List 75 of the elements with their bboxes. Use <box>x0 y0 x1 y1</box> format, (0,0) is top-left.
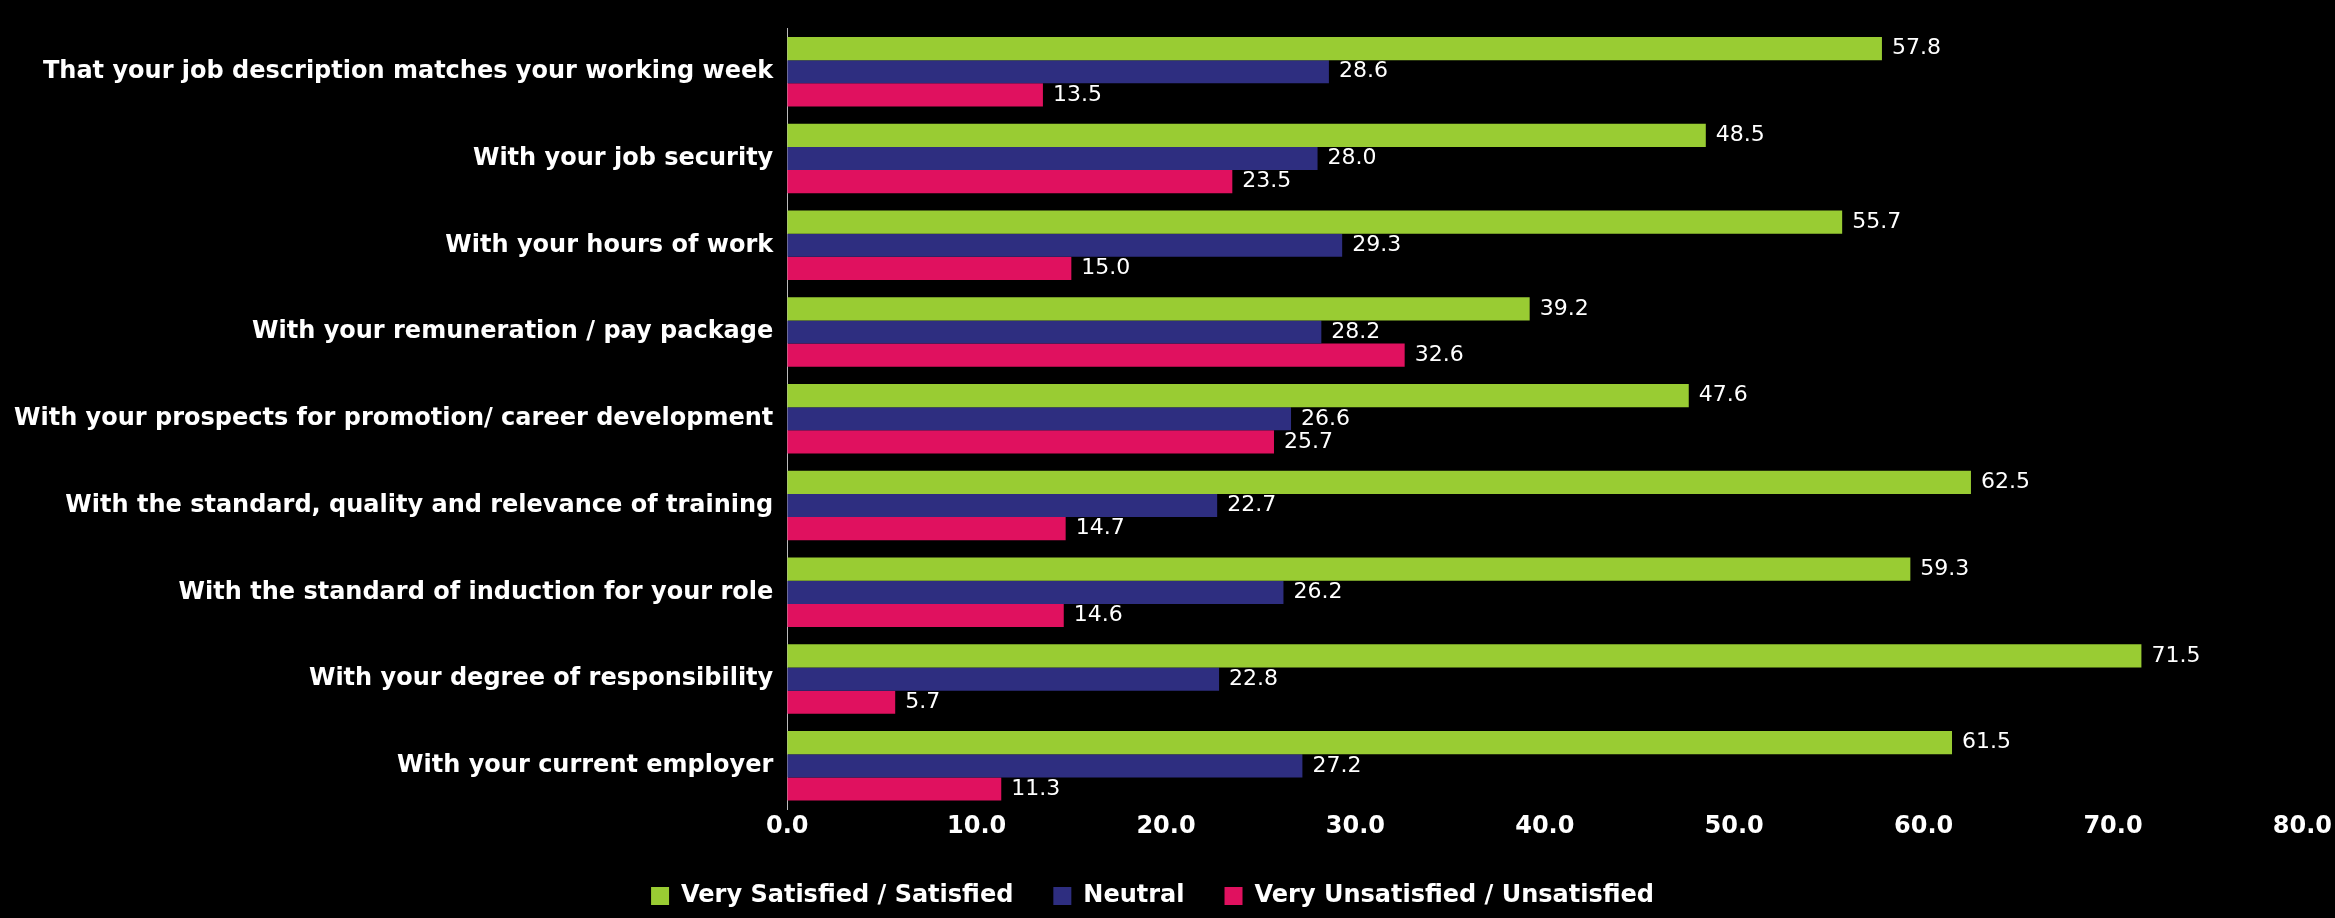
legend-label: Very Satisfied / Satisfied <box>681 880 1014 909</box>
data-label: 25.7 <box>1283 427 1333 453</box>
bar <box>787 603 1064 628</box>
bar <box>787 343 1405 367</box>
bar <box>787 384 1689 408</box>
data-label: 11.3 <box>1011 774 1061 800</box>
bar <box>787 320 1322 344</box>
data-label: 61.5 <box>1962 728 2011 754</box>
data-label: 5.7 <box>905 687 941 713</box>
x-tick-label: 80.0 <box>2272 810 2332 839</box>
bar <box>787 210 1843 234</box>
data-label: 26.6 <box>1301 404 1351 430</box>
bar <box>787 731 1953 755</box>
data-label: 55.7 <box>1852 207 1902 233</box>
bar <box>787 580 1284 604</box>
bar <box>787 60 1329 84</box>
data-label: 26.2 <box>1293 578 1343 604</box>
y-tick-label: With your prospects for promotion/ career development <box>14 403 774 432</box>
data-label: 14.6 <box>1073 601 1123 627</box>
bar <box>787 493 1218 518</box>
bar <box>787 407 1292 431</box>
data-label: 15.0 <box>1081 254 1131 280</box>
data-label: 22.8 <box>1229 664 1279 690</box>
data-label: 27.2 <box>1312 751 1362 777</box>
data-label: 57.8 <box>1891 34 1941 60</box>
bar <box>787 777 1002 801</box>
bar <box>787 123 1706 147</box>
bar <box>787 557 1911 581</box>
bar <box>787 297 1530 321</box>
data-label: 48.5 <box>1715 121 1765 147</box>
bar <box>787 690 896 714</box>
data-label: 39.2 <box>1539 294 1589 320</box>
bar <box>787 170 1233 194</box>
legend-label: Very Unsatisfied / Unsatisfied <box>1254 880 1654 909</box>
bar <box>787 644 2142 668</box>
x-tick-label: 20.0 <box>1136 810 1196 839</box>
data-label: 47.6 <box>1698 381 1748 407</box>
data-label: 32.6 <box>1414 340 1464 366</box>
data-label: 28.0 <box>1327 144 1377 170</box>
data-label: 14.7 <box>1075 514 1125 540</box>
x-tick-label: 40.0 <box>1515 810 1575 839</box>
bar <box>787 470 1971 494</box>
bar <box>787 256 1072 280</box>
y-tick-label: With the standard of induction for your role <box>178 576 774 605</box>
data-label: 59.3 <box>1920 554 1970 580</box>
bar <box>787 517 1066 541</box>
bar <box>787 430 1274 454</box>
y-tick-label: With your current employer <box>397 750 774 779</box>
x-tick-label: 10.0 <box>947 810 1007 839</box>
bar <box>787 37 1882 61</box>
data-label: 62.5 <box>1980 468 2030 494</box>
x-tick-label: 70.0 <box>2083 810 2143 839</box>
x-tick-label: 0.0 <box>765 810 809 839</box>
bar <box>787 754 1303 778</box>
x-tick-label: 30.0 <box>1325 810 1386 839</box>
data-label: 29.3 <box>1352 231 1402 257</box>
bar <box>787 233 1343 257</box>
x-tick-label: 50.0 <box>1704 810 1764 839</box>
y-tick-label: With your hours of work <box>445 229 775 258</box>
data-label: 13.5 <box>1052 80 1102 106</box>
y-tick-label: That your job description matches your working week <box>42 56 775 85</box>
y-tick-label: With your job security <box>472 142 774 171</box>
bar <box>787 667 1220 691</box>
data-label: 28.6 <box>1338 57 1388 83</box>
data-label: 28.2 <box>1331 317 1381 343</box>
data-label: 22.7 <box>1227 491 1277 517</box>
y-tick-label: With the standard, quality and relevance of training <box>65 489 774 518</box>
y-tick-label: With your degree of responsibility <box>308 663 774 692</box>
y-tick-label: With your remuneration / pay package <box>252 316 774 345</box>
x-tick-label: 60.0 <box>1894 810 1954 839</box>
data-label: 71.5 <box>2151 641 2201 667</box>
legend-label: Neutral <box>1083 880 1185 909</box>
bar <box>787 146 1318 171</box>
bar <box>787 83 1043 107</box>
data-label: 23.5 <box>1242 167 1292 193</box>
